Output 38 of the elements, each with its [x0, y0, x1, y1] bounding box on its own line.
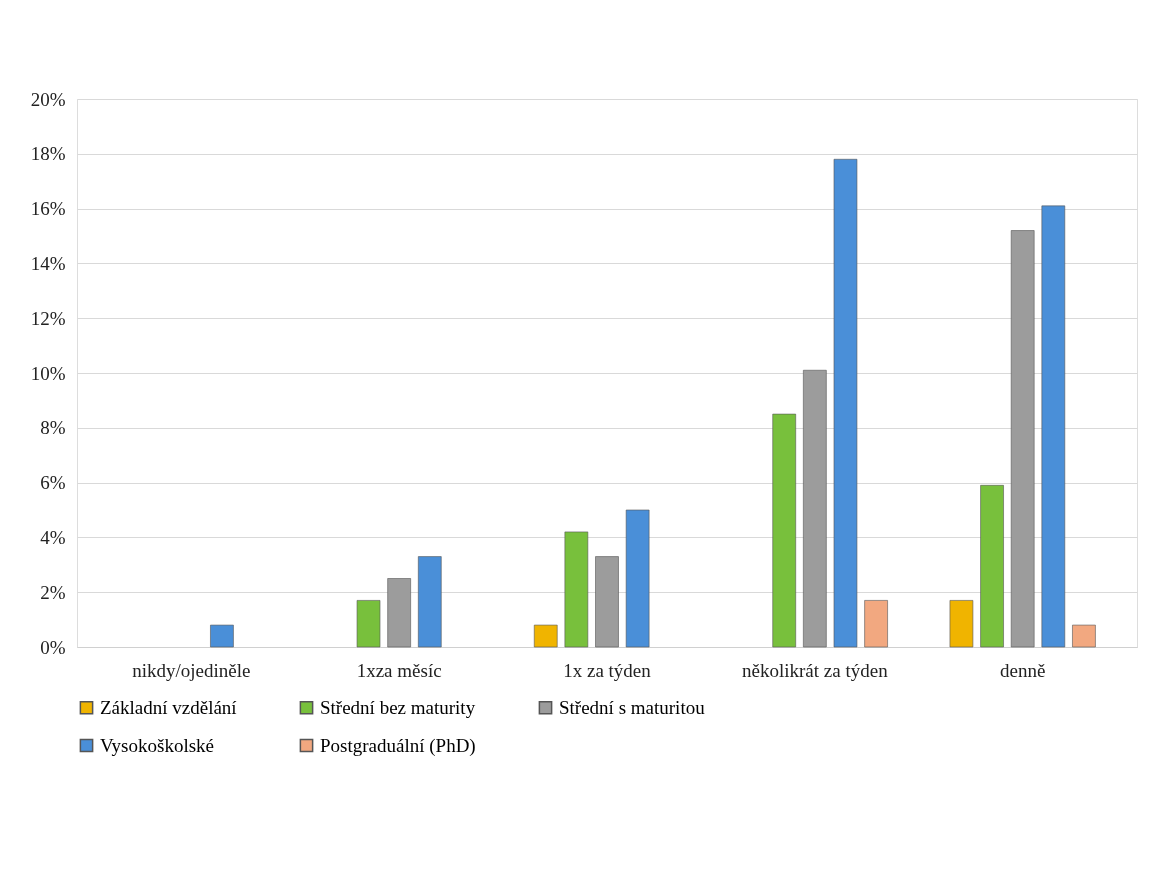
legend-label: Střední bez maturity — [320, 696, 476, 718]
bar — [833, 158, 858, 648]
x-tick-label: několikrát za týden — [742, 659, 889, 681]
y-tick-label: 2% — [40, 581, 66, 603]
legend-label: Střední s maturitou — [559, 696, 706, 718]
bar — [533, 624, 558, 648]
y-tick-label: 8% — [40, 417, 66, 439]
bar — [1041, 205, 1066, 648]
bar — [864, 600, 888, 648]
bar — [949, 600, 974, 648]
bar — [595, 556, 619, 648]
bar — [210, 624, 234, 648]
bar — [356, 600, 381, 648]
x-tick-label: 1x za týden — [563, 659, 652, 681]
x-tick-label: nikdy/ojediněle — [132, 659, 251, 681]
y-tick-label: 4% — [40, 526, 66, 548]
y-tick-label: 6% — [40, 472, 66, 494]
bar — [1010, 230, 1035, 648]
y-tick-label: 16% — [30, 198, 66, 220]
x-tick-label: denně — [1000, 659, 1046, 681]
bar — [1072, 624, 1096, 648]
y-tick-label: 0% — [40, 636, 66, 658]
bar — [387, 578, 411, 648]
y-tick-label: 20% — [30, 88, 66, 110]
y-tick-label: 14% — [30, 252, 66, 274]
bar — [803, 369, 827, 648]
bar — [772, 413, 796, 648]
legend-label: Postgraduální (PhD) — [320, 734, 476, 757]
legend-label: Vysokoškolské — [100, 734, 215, 756]
bar — [418, 556, 442, 648]
bar — [564, 531, 589, 648]
y-tick-label: 12% — [30, 307, 66, 329]
y-tick-label: 10% — [30, 362, 66, 384]
x-tick-label: 1xza měsíc — [356, 659, 442, 681]
legend-label: Základní vzdělání — [100, 696, 238, 718]
bar — [625, 509, 650, 648]
bar — [980, 485, 1004, 648]
y-tick-label: 18% — [30, 143, 66, 165]
